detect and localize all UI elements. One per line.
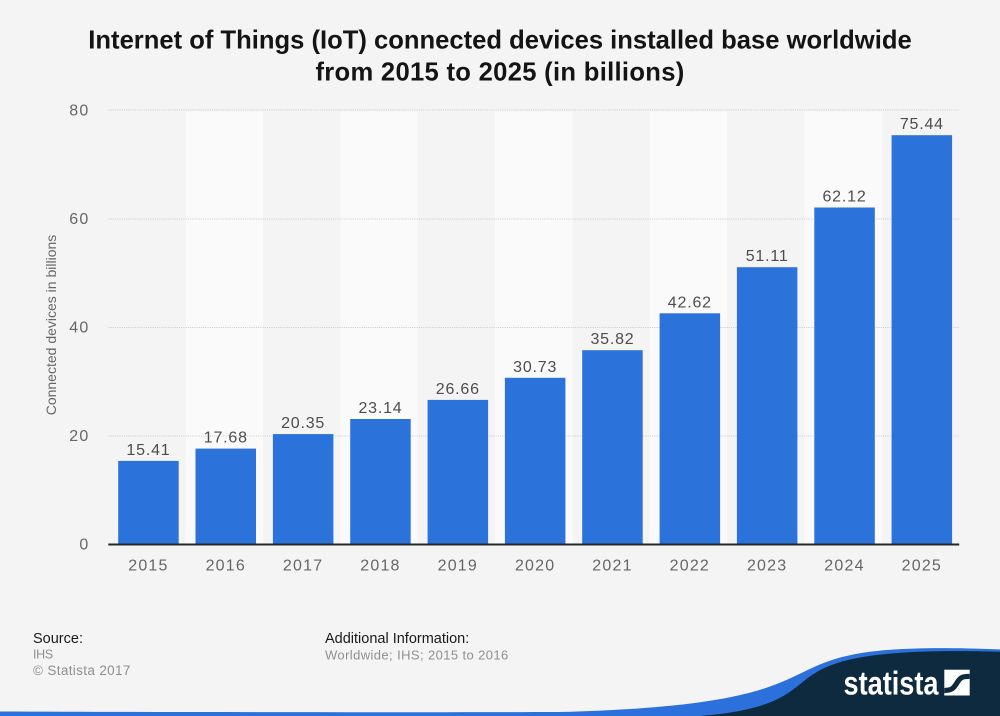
svg-text:© Statista 2017: © Statista 2017 bbox=[33, 663, 131, 678]
svg-text:23.14: 23.14 bbox=[358, 400, 402, 417]
svg-text:30.73: 30.73 bbox=[513, 359, 557, 376]
svg-text:51.11: 51.11 bbox=[746, 248, 789, 265]
svg-text:2019: 2019 bbox=[438, 558, 478, 575]
svg-text:42.62: 42.62 bbox=[668, 294, 712, 311]
svg-text:17.68: 17.68 bbox=[204, 430, 248, 447]
svg-text:IHS: IHS bbox=[33, 648, 53, 662]
svg-text:2022: 2022 bbox=[670, 558, 710, 575]
svg-text:15.41: 15.41 bbox=[126, 442, 170, 459]
svg-text:2018: 2018 bbox=[360, 558, 400, 575]
svg-text:Additional Information:: Additional Information: bbox=[325, 631, 469, 647]
svg-text:2025: 2025 bbox=[902, 558, 942, 575]
svg-text:from 2015 to 2025 (in billions: from 2015 to 2025 (in billions) bbox=[315, 59, 684, 87]
svg-text:20: 20 bbox=[69, 428, 89, 445]
svg-text:2020: 2020 bbox=[515, 558, 555, 575]
svg-text:2021: 2021 bbox=[592, 558, 632, 575]
svg-text:Internet of Things (IoT) conne: Internet of Things (IoT) connected devic… bbox=[88, 27, 911, 55]
svg-text:Worldwide; IHS; 2015 to 2016: Worldwide; IHS; 2015 to 2016 bbox=[325, 648, 509, 663]
svg-text:75.44: 75.44 bbox=[900, 116, 944, 133]
svg-text:62.12: 62.12 bbox=[822, 189, 866, 206]
svg-text:Connected devices in billions: Connected devices in billions bbox=[43, 235, 59, 416]
svg-text:Source:: Source: bbox=[33, 631, 83, 647]
svg-text:2017: 2017 bbox=[283, 558, 323, 575]
svg-text:20.35: 20.35 bbox=[281, 415, 325, 432]
svg-text:2024: 2024 bbox=[824, 558, 864, 575]
svg-text:35.82: 35.82 bbox=[590, 331, 634, 348]
svg-text:2023: 2023 bbox=[747, 558, 787, 575]
svg-text:60: 60 bbox=[69, 211, 89, 228]
svg-text:80: 80 bbox=[69, 103, 89, 120]
svg-text:26.66: 26.66 bbox=[436, 381, 480, 398]
svg-text:0: 0 bbox=[79, 537, 89, 554]
svg-text:2016: 2016 bbox=[206, 558, 246, 575]
svg-text:2015: 2015 bbox=[128, 558, 168, 575]
svg-text:statista: statista bbox=[844, 665, 940, 702]
svg-text:40: 40 bbox=[69, 320, 89, 337]
